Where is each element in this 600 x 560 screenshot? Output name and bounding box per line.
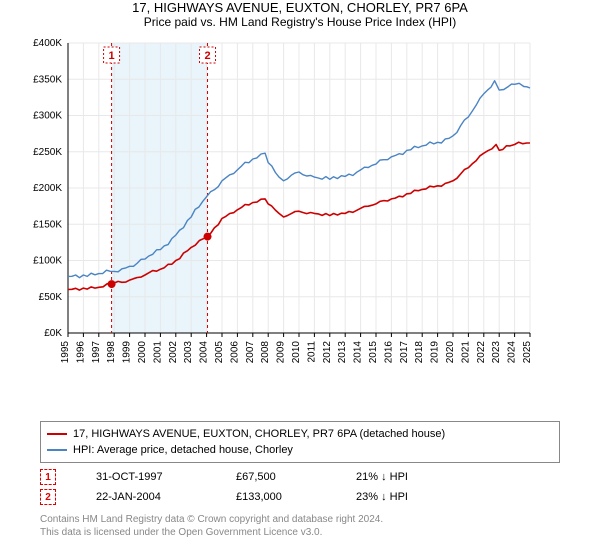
svg-text:2014: 2014 xyxy=(353,341,364,364)
svg-text:£200K: £200K xyxy=(33,183,62,194)
legend-label: HPI: Average price, detached house, Chor… xyxy=(73,444,293,456)
legend-swatch-2 xyxy=(47,449,67,451)
svg-text:2008: 2008 xyxy=(260,341,271,364)
marker-pct: 23% ↓ HPI xyxy=(356,491,446,503)
svg-text:2021: 2021 xyxy=(460,341,471,364)
svg-text:1996: 1996 xyxy=(75,341,86,364)
svg-text:2024: 2024 xyxy=(507,341,518,364)
svg-text:1999: 1999 xyxy=(122,341,133,364)
svg-text:2018: 2018 xyxy=(414,341,425,364)
svg-text:2016: 2016 xyxy=(383,341,394,364)
svg-text:1: 1 xyxy=(109,50,115,62)
markers-table: 1 31-OCT-1997 £67,500 21% ↓ HPI 2 22-JAN… xyxy=(40,467,560,507)
svg-text:2006: 2006 xyxy=(229,341,240,364)
marker-price: £67,500 xyxy=(236,471,316,483)
marker-pct: 21% ↓ HPI xyxy=(356,471,446,483)
svg-text:2015: 2015 xyxy=(368,341,379,364)
svg-text:2017: 2017 xyxy=(399,341,410,364)
svg-text:2005: 2005 xyxy=(214,341,225,364)
svg-text:2009: 2009 xyxy=(276,341,287,364)
marker-badge-2: 2 xyxy=(40,489,56,505)
svg-text:£150K: £150K xyxy=(33,219,62,230)
svg-text:2001: 2001 xyxy=(152,341,163,364)
legend-swatch-1 xyxy=(47,433,67,435)
marker-date: 22-JAN-2004 xyxy=(96,491,196,503)
svg-text:2007: 2007 xyxy=(245,341,256,364)
footnote: Contains HM Land Registry data © Crown c… xyxy=(40,513,560,539)
svg-text:1995: 1995 xyxy=(60,341,71,364)
svg-text:£250K: £250K xyxy=(33,147,62,158)
svg-text:2002: 2002 xyxy=(168,341,179,364)
page-subtitle: Price paid vs. HM Land Registry's House … xyxy=(0,15,600,29)
svg-text:2004: 2004 xyxy=(199,341,210,364)
svg-text:2011: 2011 xyxy=(306,341,317,363)
svg-text:2022: 2022 xyxy=(476,341,487,364)
svg-text:2010: 2010 xyxy=(291,341,302,364)
svg-text:£300K: £300K xyxy=(33,111,62,122)
marker-badge-1: 1 xyxy=(40,469,56,485)
legend-row: HPI: Average price, detached house, Chor… xyxy=(47,442,553,458)
marker-row: 2 22-JAN-2004 £133,000 23% ↓ HPI xyxy=(40,487,560,507)
footnote-line-2: This data is licensed under the Open Gov… xyxy=(40,527,322,538)
svg-text:2013: 2013 xyxy=(337,341,348,364)
svg-text:£100K: £100K xyxy=(33,256,62,267)
footnote-line-1: Contains HM Land Registry data © Crown c… xyxy=(40,514,383,525)
line-chart-svg: £0K £50K £100K £150K £200K £250K £300K £350K £40… xyxy=(20,33,580,413)
legend: 17, HIGHWAYS AVENUE, EUXTON, CHORLEY, PR… xyxy=(40,421,560,463)
svg-text:£50K: £50K xyxy=(39,292,63,303)
marker-row: 1 31-OCT-1997 £67,500 21% ↓ HPI xyxy=(40,467,560,487)
svg-text:£350K: £350K xyxy=(33,74,62,85)
svg-text:2012: 2012 xyxy=(322,341,333,364)
svg-text:2000: 2000 xyxy=(137,341,148,364)
legend-label: 17, HIGHWAYS AVENUE, EUXTON, CHORLEY, PR… xyxy=(73,428,445,440)
svg-text:1997: 1997 xyxy=(91,341,102,364)
svg-text:2025: 2025 xyxy=(522,341,533,364)
chart-area: £0K £50K £100K £150K £200K £250K £300K £350K £40… xyxy=(20,33,580,413)
svg-text:2019: 2019 xyxy=(430,341,441,364)
svg-text:1998: 1998 xyxy=(106,341,117,364)
svg-text:2003: 2003 xyxy=(183,341,194,364)
legend-row: 17, HIGHWAYS AVENUE, EUXTON, CHORLEY, PR… xyxy=(47,426,553,442)
page-title: 17, HIGHWAYS AVENUE, EUXTON, CHORLEY, PR… xyxy=(0,0,600,15)
svg-text:2: 2 xyxy=(204,50,210,62)
svg-text:£0K: £0K xyxy=(44,328,62,339)
svg-text:2023: 2023 xyxy=(491,341,502,364)
marker-price: £133,000 xyxy=(236,491,316,503)
svg-text:£400K: £400K xyxy=(33,38,62,49)
svg-text:2020: 2020 xyxy=(445,341,456,364)
marker-date: 31-OCT-1997 xyxy=(96,471,196,483)
